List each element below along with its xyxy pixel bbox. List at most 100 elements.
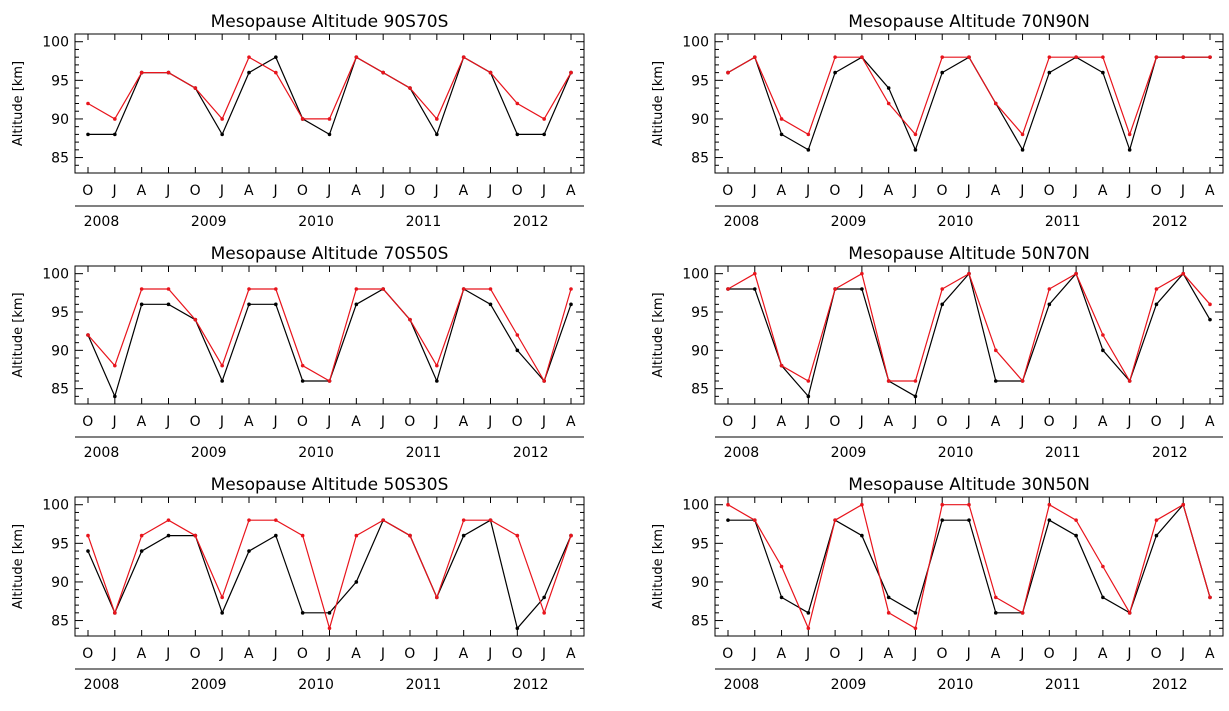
year-label: 2010 bbox=[938, 445, 974, 461]
data-point bbox=[993, 611, 998, 615]
x-tick-label: A bbox=[991, 414, 1001, 430]
x-tick-label: O bbox=[512, 414, 524, 430]
x-tick-label: J bbox=[1180, 414, 1186, 430]
x-tick-label: O bbox=[190, 414, 202, 430]
data-point bbox=[515, 533, 520, 538]
data-point bbox=[435, 595, 439, 600]
data-point bbox=[542, 132, 546, 137]
data-point bbox=[381, 518, 385, 522]
data-point bbox=[247, 70, 251, 75]
data-point bbox=[274, 70, 278, 75]
x-tick-label: O bbox=[404, 646, 416, 662]
data-point bbox=[488, 70, 493, 75]
x-tick-label: A bbox=[1098, 414, 1108, 430]
x-tick-label: J bbox=[1126, 646, 1132, 662]
data-point bbox=[806, 611, 811, 615]
data-point bbox=[274, 302, 278, 307]
data-point bbox=[569, 533, 573, 538]
x-tick-label: O bbox=[722, 183, 734, 199]
data-point bbox=[1154, 55, 1159, 59]
x-tick-label: O bbox=[297, 646, 309, 662]
year-label: 2011 bbox=[1045, 445, 1081, 461]
data-point bbox=[220, 117, 224, 121]
x-tick-label: A bbox=[884, 646, 894, 662]
x-tick-label: J bbox=[966, 646, 972, 662]
data-point bbox=[274, 518, 278, 522]
x-tick-label: J bbox=[112, 646, 118, 662]
data-point bbox=[913, 626, 918, 631]
series-line bbox=[88, 56, 572, 136]
data-point bbox=[300, 379, 305, 383]
plot-frame bbox=[714, 265, 1224, 405]
data-point bbox=[967, 271, 971, 276]
data-point bbox=[886, 379, 891, 383]
data-point bbox=[940, 518, 945, 522]
x-tick-label: J bbox=[541, 183, 547, 199]
data-point bbox=[1020, 611, 1025, 615]
y-axis-label: Altitude [km] bbox=[651, 292, 666, 377]
data-point bbox=[1074, 533, 1078, 538]
data-point bbox=[86, 549, 90, 553]
data-point bbox=[806, 148, 811, 152]
data-point bbox=[139, 549, 144, 553]
data-point bbox=[806, 379, 811, 383]
chart-title: Mesopause Altitude 70N90N bbox=[848, 12, 1090, 32]
data-point bbox=[967, 55, 971, 59]
data-point bbox=[1208, 595, 1212, 600]
chart-panel: Mesopause Altitude 90S70S Altitude [km] 85… bbox=[11, 12, 585, 230]
data-point bbox=[806, 132, 811, 137]
year-label: 2011 bbox=[406, 214, 442, 230]
y-tick-label: 95 bbox=[51, 305, 69, 321]
x-tick-label: O bbox=[722, 646, 734, 662]
data-point bbox=[515, 348, 520, 353]
data-point bbox=[1047, 70, 1052, 75]
data-point bbox=[220, 595, 224, 600]
data-point bbox=[1047, 287, 1052, 291]
data-point bbox=[1047, 55, 1052, 59]
x-tick-label: O bbox=[722, 414, 734, 430]
x-tick-label: A bbox=[244, 414, 254, 430]
x-tick-label: A bbox=[1098, 183, 1108, 199]
y-tick-label: 95 bbox=[51, 536, 69, 552]
x-tick-label: J bbox=[966, 414, 972, 430]
data-point bbox=[220, 611, 224, 615]
x-tick-label: J bbox=[912, 183, 918, 199]
data-point bbox=[1020, 379, 1025, 383]
data-point bbox=[940, 302, 945, 307]
data-point bbox=[488, 302, 493, 307]
x-tick-label: A bbox=[566, 414, 576, 430]
x-tick-label: A bbox=[1098, 646, 1108, 662]
y-axis-label: Altitude [km] bbox=[11, 524, 26, 609]
x-tick-label: J bbox=[1073, 414, 1079, 430]
data-point bbox=[1181, 55, 1186, 59]
x-tick-label: O bbox=[512, 646, 524, 662]
x-tick-label: J bbox=[487, 646, 493, 662]
data-point bbox=[274, 55, 278, 59]
x-tick-label: J bbox=[1019, 414, 1025, 430]
data-point bbox=[1154, 302, 1159, 307]
data-point bbox=[354, 580, 359, 584]
data-point bbox=[113, 394, 117, 399]
data-point bbox=[1181, 502, 1186, 507]
data-point bbox=[354, 55, 359, 59]
plot-frame bbox=[714, 33, 1224, 174]
data-point bbox=[569, 70, 573, 75]
year-label: 2012 bbox=[1152, 677, 1188, 693]
x-tick-label: J bbox=[219, 646, 225, 662]
y-tick-label: 85 bbox=[691, 151, 709, 167]
data-point bbox=[1101, 348, 1105, 353]
y-tick-label: 100 bbox=[682, 35, 709, 51]
data-point bbox=[569, 287, 573, 291]
x-tick-label: J bbox=[1180, 183, 1186, 199]
x-tick-label: A bbox=[351, 183, 361, 199]
data-point bbox=[726, 70, 730, 75]
x-tick-label: A bbox=[777, 646, 787, 662]
year-label: 2011 bbox=[406, 677, 442, 693]
x-tick-label: J bbox=[326, 183, 332, 199]
data-point bbox=[461, 287, 466, 291]
x-tick-label: A bbox=[884, 414, 894, 430]
data-point bbox=[940, 70, 945, 75]
x-tick-label: J bbox=[751, 414, 757, 430]
data-point bbox=[166, 533, 171, 538]
